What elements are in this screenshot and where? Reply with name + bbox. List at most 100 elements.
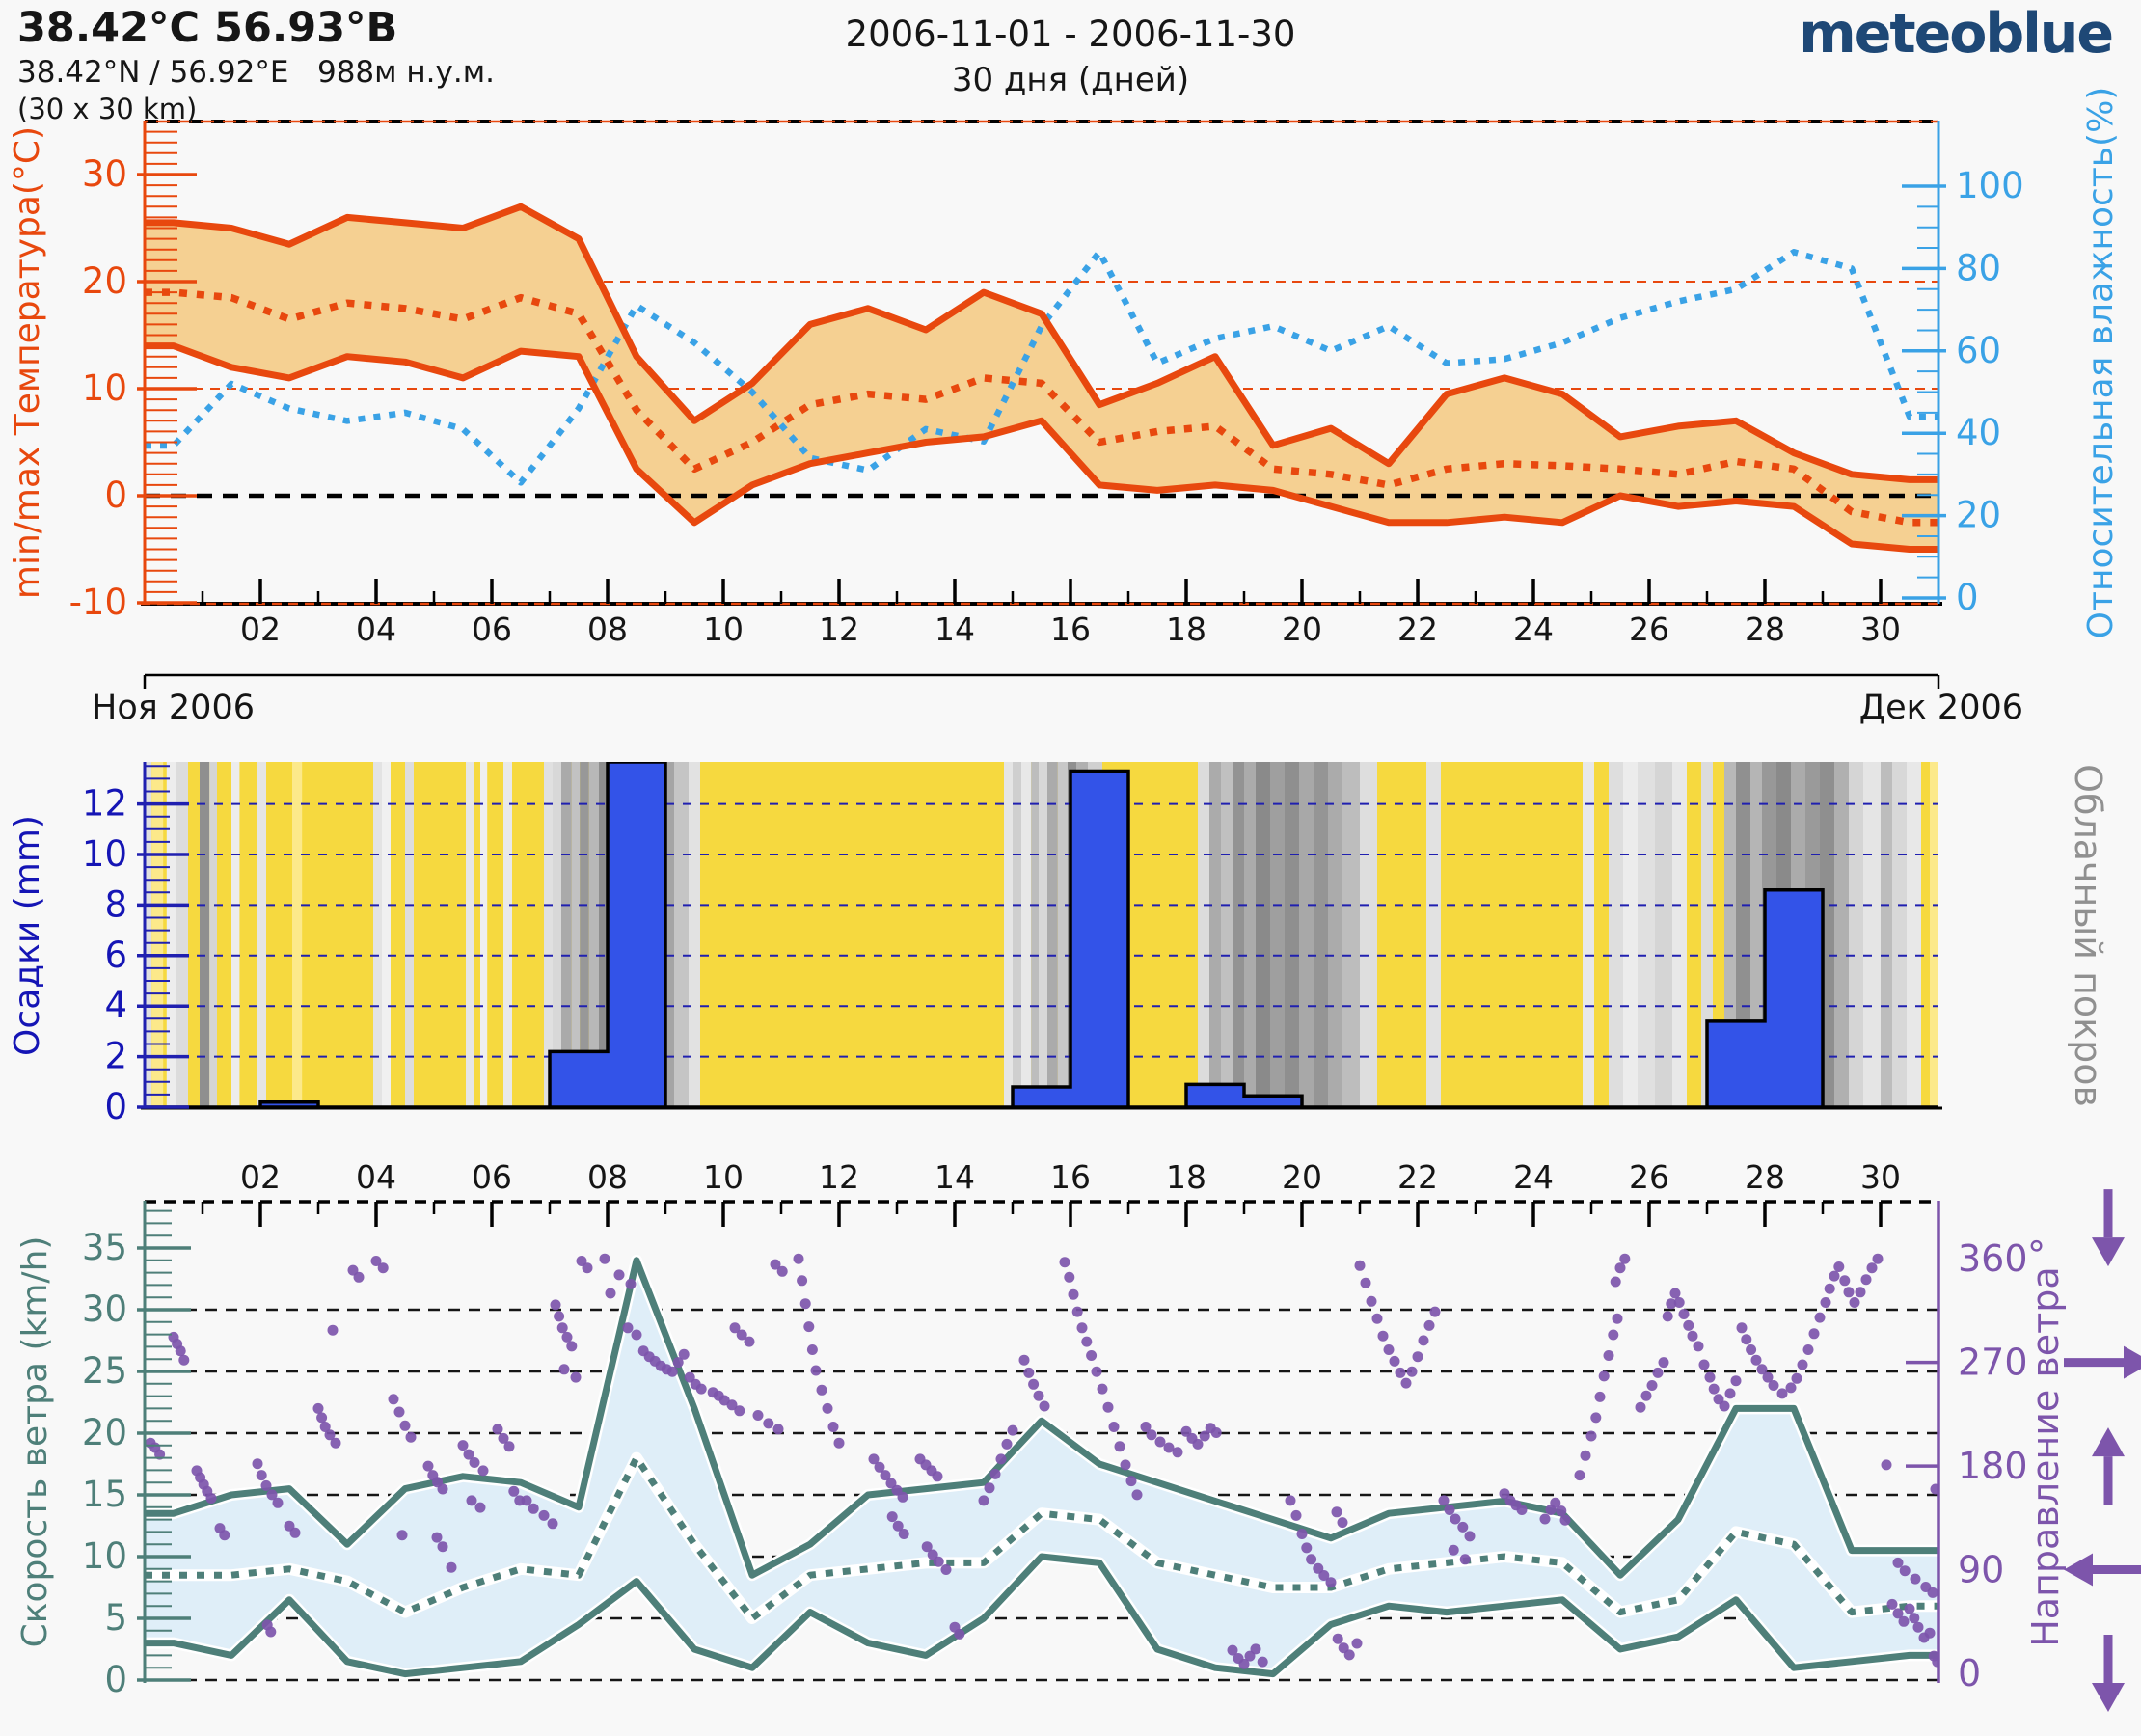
x-tick-label: 16	[1050, 610, 1091, 648]
humidity-line	[145, 249, 1938, 486]
direction-axis-title: Направление ветра °	[2024, 1236, 2067, 1647]
wind-x-tick-label: 06	[472, 1158, 512, 1196]
wind-panel: 02 04 06 08 10 12 14 16 18 20 22 24 26 28 30 35 30 25 20 15…	[15, 1158, 2141, 1712]
wind-x-tick-label: 18	[1166, 1158, 1206, 1196]
meteoblue-logo: meteoblue	[1799, 2, 2114, 66]
humidity-tick-label: 0	[1956, 577, 1979, 618]
wind-tick-label: 35	[82, 1227, 127, 1268]
humidity-tick-label: 100	[1956, 165, 2024, 206]
wind-x-tick-label: 24	[1513, 1158, 1554, 1196]
temp-min-line	[145, 342, 1938, 553]
wind-x-tick-label: 26	[1629, 1158, 1669, 1196]
wind-x-tick-label: 02	[240, 1158, 281, 1196]
temp-x-axis: 02 04 06 08 10 12 14 16 18 20 22 24 26 28 30	[141, 579, 1942, 648]
month-label-right: Дек 2006	[1859, 689, 2023, 727]
direction-y-axis-right: 360 270 180 90 0	[1906, 1201, 2028, 1695]
precip-tick-label: 6	[104, 935, 127, 976]
date-range: 2006-11-01 - 2006-11-30	[845, 14, 1296, 55]
wind-tick-label: 30	[82, 1288, 127, 1330]
humidity-y-axis-right: 100 80 60 40 20 0	[1902, 121, 2024, 618]
wind-mean-line	[145, 1454, 1938, 1622]
precipitation-cloud-panel: 12 10 8 6 4 2 0 Осадки (mm) Облачный покров	[8, 762, 2109, 1127]
wind-x-tick-label: 30	[1860, 1158, 1901, 1196]
x-tick-label: 20	[1282, 610, 1322, 648]
x-tick-label: 10	[703, 610, 744, 648]
humidity-tick-label: 20	[1956, 495, 2001, 536]
wind-max-line	[145, 1257, 1938, 1579]
wind-x-tick-label: 10	[703, 1158, 744, 1196]
x-tick-label: 26	[1629, 610, 1669, 648]
wind-x-tick-label: 04	[356, 1158, 396, 1196]
wind-x-tick-label: 08	[587, 1158, 628, 1196]
location-grid-size: (30 x 30 km)	[17, 93, 198, 126]
x-tick-label: 30	[1860, 610, 1901, 648]
wind-min-line	[145, 1553, 1938, 1678]
precip-tick-label: 2	[104, 1036, 127, 1077]
wind-x-tick-label: 12	[819, 1158, 859, 1196]
temp-tick-label: -10	[69, 582, 127, 623]
temp-max-line	[145, 203, 1938, 483]
direction-tick-label: 90	[1958, 1549, 2004, 1591]
temp-tick-label: 10	[82, 367, 127, 409]
x-tick-label: 04	[356, 610, 396, 648]
location-block: 38.42°С 56.93°В 38.42°N / 56.92°E 988м н…	[17, 4, 495, 126]
direction-tick-label: 180	[1958, 1445, 2028, 1487]
page-header: 38.42°С 56.93°В 38.42°N / 56.92°E 988м н…	[0, 0, 2141, 125]
humidity-axis-title: Относительная влажность(%)	[2081, 87, 2121, 639]
x-tick-label: 12	[819, 610, 859, 648]
temp-axis-title: min/max Температура(°C)	[8, 126, 47, 599]
x-tick-label: 02	[240, 610, 281, 648]
humidity-tick-label: 60	[1956, 330, 2001, 371]
wind-x-tick-label: 20	[1282, 1158, 1322, 1196]
wind-y-axis-left: 35 30 25 20 15 10 5 0	[82, 1201, 191, 1700]
wind-minmax-band	[145, 1260, 1938, 1674]
direction-tick-label: 270	[1958, 1342, 2028, 1384]
precip-y-axis-left: 12 10 8 6 4 2 0	[82, 762, 189, 1127]
x-tick-label: 06	[472, 610, 512, 648]
period-block: 2006-11-01 - 2006-11-30 30 дня (дней)	[846, 14, 1296, 99]
temp-tick-label: 30	[82, 153, 127, 195]
precip-tick-label: 0	[104, 1086, 127, 1127]
temp-tick-label: 0	[104, 475, 127, 516]
month-label-left: Ноя 2006	[92, 689, 255, 727]
location-title: 38.42°С 56.93°В	[17, 4, 398, 52]
humidity-tick-label: 40	[1956, 412, 2001, 453]
wind-tick-label: 10	[82, 1535, 127, 1577]
x-tick-label: 22	[1397, 610, 1438, 648]
wind-x-tick-label: 14	[935, 1158, 975, 1196]
x-tick-label: 18	[1166, 610, 1206, 648]
wind-tick-label: 5	[104, 1597, 127, 1639]
direction-arrows	[2064, 1189, 2141, 1712]
temp-tick-label: 20	[82, 260, 127, 302]
precip-axis-title: Осадки (mm)	[8, 815, 47, 1056]
location-coordinates: 38.42°N / 56.92°E 988м н.у.м.	[17, 55, 495, 91]
direction-tick-label: 0	[1958, 1652, 1981, 1695]
wind-direction-dots	[145, 1253, 1938, 1669]
precip-tick-label: 8	[104, 883, 127, 925]
direction-tick-label: 360	[1958, 1237, 2028, 1280]
temperature-humidity-panel: 02 04 06 08 10 12 14 16 18 20 22 24 26 28 303020100-10…	[8, 87, 2121, 648]
precip-tick-label: 4	[104, 985, 127, 1026]
duration-label: 30 дня (дней)	[951, 61, 1190, 99]
wind-tick-label: 25	[82, 1350, 127, 1392]
precip-tick-label: 10	[82, 833, 127, 875]
precip-tick-label: 12	[82, 783, 127, 825]
temp-minmax-band	[145, 206, 1938, 550]
x-tick-label: 08	[587, 610, 628, 648]
wind-tick-label: 20	[82, 1412, 127, 1453]
x-tick-label: 28	[1745, 610, 1785, 648]
x-tick-label: 24	[1513, 610, 1554, 648]
month-timeline: Ноя 2006 Дек 2006	[92, 673, 2023, 727]
wind-tick-label: 15	[82, 1474, 127, 1515]
temp-mean-line	[145, 288, 1938, 527]
wind-x-tick-label: 16	[1050, 1158, 1091, 1196]
temp-y-axis-left: 30 20 10 0 -10	[69, 121, 197, 623]
x-tick-label: 14	[935, 610, 975, 648]
humidity-tick-label: 80	[1956, 247, 2001, 288]
wind-x-tick-label: 22	[1397, 1158, 1438, 1196]
cloud-axis-title: Облачный покров	[2067, 764, 2109, 1107]
wind-axis-title: Скорость ветра (km/h)	[15, 1236, 55, 1648]
wind-x-tick-label: 28	[1745, 1158, 1785, 1196]
wind-tick-label: 0	[104, 1659, 127, 1700]
